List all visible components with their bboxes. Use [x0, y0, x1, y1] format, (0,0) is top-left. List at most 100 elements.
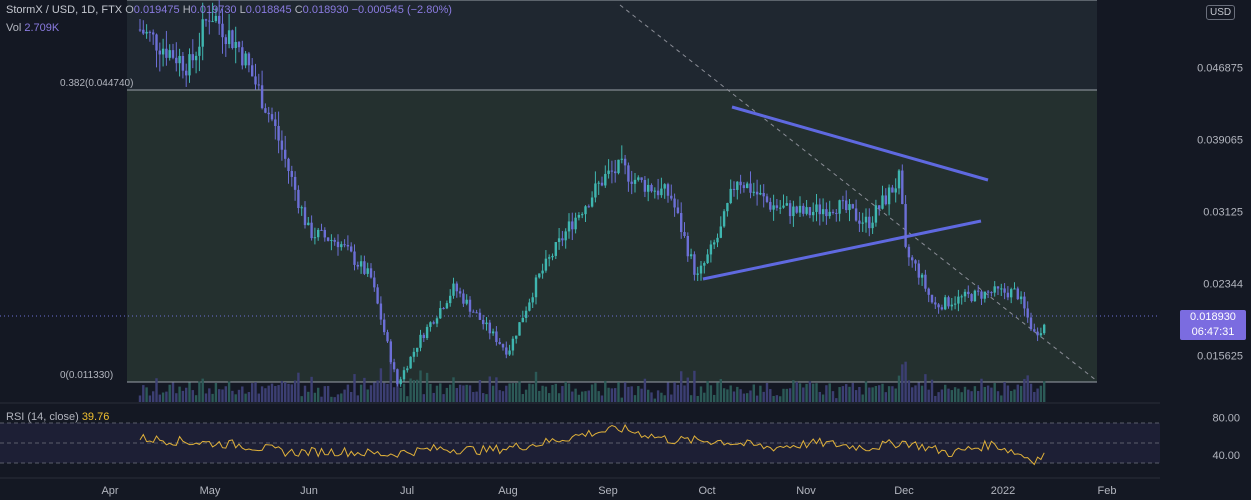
- volume-bar-38: [264, 388, 267, 402]
- candle-182: [739, 174, 742, 194]
- volume-bar-74: [383, 382, 386, 402]
- candle-226: [884, 188, 887, 206]
- candle-200: [798, 196, 802, 218]
- volume-bar-186: [752, 384, 755, 402]
- candle-119: [531, 292, 534, 309]
- volume-bar-259: [993, 383, 996, 402]
- candle-83: [412, 347, 416, 363]
- volume-bar-178: [726, 389, 729, 402]
- candle-248: [957, 289, 960, 312]
- volume-bar-159: [663, 395, 666, 402]
- candle-262: [1003, 283, 1006, 300]
- volume-bar-261: [1000, 395, 1003, 402]
- candle-21: [208, 13, 211, 35]
- volume-bar-154: [647, 389, 650, 402]
- low-value: 0.018845: [245, 4, 292, 16]
- candle-8: [165, 30, 168, 66]
- candle-178: [726, 202, 729, 217]
- candle-56: [323, 227, 326, 242]
- price-tick-3: 0.039065: [1197, 134, 1243, 146]
- candle-232: [904, 195, 907, 249]
- time-axis[interactable]: Apr May Jun Jul Aug Sep Oct Nov Dec 2022 Feb: [101, 485, 1116, 497]
- volume-bar-217: [854, 390, 858, 402]
- candle-3: [148, 30, 152, 42]
- volume-bar-98: [462, 385, 465, 402]
- currency-badge[interactable]: USD: [1206, 5, 1236, 20]
- volume-bar-231: [901, 364, 904, 402]
- volume-bar-136: [587, 390, 590, 402]
- volume-bar-163: [676, 384, 680, 402]
- volume-bar-241: [934, 395, 937, 402]
- candle-140: [600, 176, 604, 187]
- volume-bar-247: [953, 387, 957, 402]
- symbol-label[interactable]: StormX / USD, 1D, FTX: [6, 4, 123, 16]
- volume-bar-198: [792, 380, 795, 402]
- volume-bar-172: [706, 381, 709, 402]
- candle-180: [732, 181, 736, 197]
- rsi-label[interactable]: RSI (14, close): [6, 411, 79, 423]
- volume-bar-273: [1039, 385, 1043, 402]
- candle-239: [927, 287, 930, 303]
- volume-bar-203: [808, 381, 812, 402]
- volume-bar-224: [878, 385, 881, 402]
- volume-bar-0: [138, 395, 142, 402]
- candle-79: [399, 376, 402, 387]
- volume-bar-161: [670, 394, 673, 402]
- volume-bar-99: [465, 384, 468, 402]
- rsi-tick-0: 40.00: [1212, 450, 1240, 462]
- candle-110: [501, 343, 505, 351]
- triangle-upper-line[interactable]: [731, 105, 989, 182]
- candle-32: [244, 51, 247, 69]
- triangle-lower-line[interactable]: [702, 219, 982, 281]
- volume-bar-117: [524, 389, 528, 402]
- price-axis[interactable]: 0.015625 0.02344 0.03125 0.039065 0.046875: [1160, 0, 1251, 500]
- volume-bar-197: [788, 388, 792, 402]
- candle-126: [554, 242, 557, 260]
- volume-bar-189: [762, 391, 765, 402]
- candle-97: [458, 287, 462, 298]
- volume-bar-80: [402, 383, 406, 402]
- candle-168: [693, 251, 696, 281]
- candle-147: [623, 154, 627, 175]
- volume-bar-168: [693, 370, 696, 402]
- volume-bar-179: [729, 385, 732, 402]
- candle-69: [366, 262, 369, 277]
- volume-bar-82: [409, 378, 412, 402]
- volume-legend: Vol 2.709K: [6, 22, 59, 34]
- candle-254: [977, 285, 980, 296]
- candle-274: [1043, 323, 1046, 335]
- candle-48: [297, 185, 300, 214]
- volume-bar-165: [683, 385, 686, 402]
- volume-bar-92: [442, 394, 445, 402]
- candle-24: [218, 0, 221, 35]
- candle-72: [376, 284, 379, 305]
- high-label: H: [182, 4, 191, 16]
- candle-186: [752, 182, 755, 197]
- candle-228: [891, 184, 894, 193]
- candle-5: [155, 33, 158, 68]
- volume-bar-152: [640, 388, 643, 402]
- candle-55: [320, 223, 323, 231]
- volume-bar-36: [257, 393, 260, 402]
- candle-73: [379, 296, 383, 325]
- volume-bar-190: [765, 382, 769, 402]
- candle-58: [330, 234, 333, 251]
- volume-bar-248: [957, 388, 960, 402]
- volume-bar-35: [254, 382, 257, 402]
- volume-bar-48: [297, 372, 300, 402]
- time-tick-1: May: [200, 485, 221, 497]
- volume-bar-27: [227, 381, 231, 402]
- volume-bar-218: [858, 386, 861, 402]
- candle-34: [251, 58, 254, 77]
- volume-bar-211: [835, 398, 838, 402]
- candle-118: [528, 298, 531, 312]
- candle-64: [350, 242, 353, 253]
- candle-117: [524, 306, 528, 323]
- candle-208: [825, 202, 828, 225]
- candle-131: [571, 212, 574, 241]
- candle-196: [785, 196, 788, 206]
- volume-bar-162: [673, 382, 676, 402]
- volume-bar-144: [614, 388, 617, 402]
- candle-123: [544, 250, 548, 273]
